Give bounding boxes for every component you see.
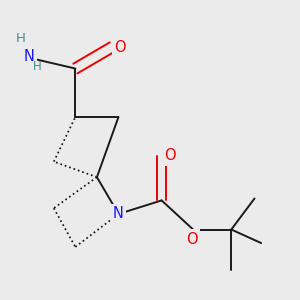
Text: O: O [114, 40, 126, 55]
Text: N: N [113, 206, 124, 221]
Text: O: O [186, 232, 197, 247]
Text: N: N [23, 50, 34, 64]
Text: H: H [33, 60, 42, 73]
Text: O: O [164, 148, 176, 163]
Text: H: H [16, 32, 26, 45]
